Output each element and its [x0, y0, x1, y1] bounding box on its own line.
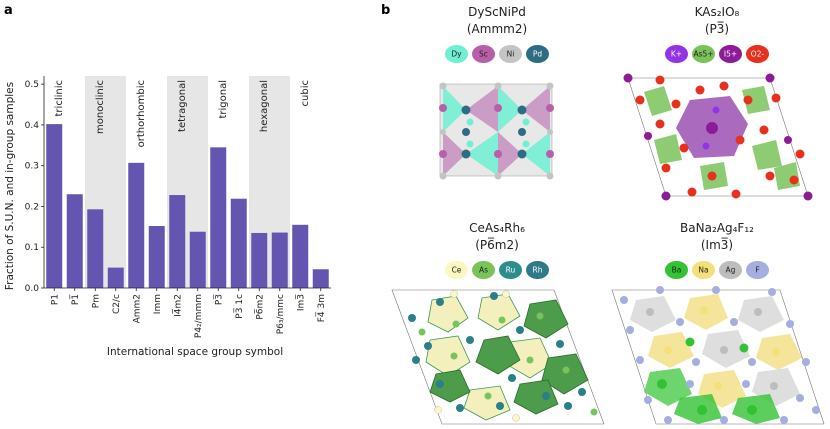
legend-swatch [719, 45, 742, 63]
y-tick-label: 0.2 [25, 202, 39, 212]
x-tick-label: P4₂/mmm [194, 294, 204, 338]
legend-label: Ni [507, 50, 515, 59]
crystal-4-space-group: (Im3̅) [701, 237, 733, 252]
bar-2 [87, 209, 104, 288]
legend-swatch [692, 45, 715, 63]
bar-10 [251, 232, 268, 288]
crystal-system-shades [85, 76, 290, 288]
bars [46, 124, 329, 288]
x-tick-label: P3̅ 1c [233, 294, 245, 319]
crystal-4-formula: BaNa₂Ag₄F₁₂ [680, 221, 754, 235]
crystal-system-label-hexagonal: hexagonal [259, 80, 270, 132]
legend-label: O2- [751, 50, 765, 59]
crystal-2-space-group: (P3̅) [705, 21, 729, 36]
legend-label: Ru [506, 266, 516, 275]
crystal-3-structure [391, 289, 605, 425]
x-tick-label: Imm [153, 294, 163, 314]
panel-b-label: b [381, 3, 390, 18]
legend-swatch [746, 45, 769, 63]
legend-swatch [499, 261, 522, 279]
legend-label: Sc [479, 50, 488, 59]
crystal-1-space-group: (Ammm2) [467, 22, 527, 36]
y-tick-label: 0.5 [25, 80, 39, 90]
legend-label: Pd [533, 50, 543, 59]
bar-3 [107, 267, 124, 288]
crystal-system-label-triclinic: triclinic [54, 80, 65, 116]
legend-label: Ce [452, 266, 462, 275]
x-tick-label: P6₃/mmc [276, 294, 286, 334]
x-axis-title: International space group symbol [107, 346, 283, 358]
bar-11 [271, 232, 288, 288]
legend-label: Ag [726, 266, 736, 275]
bar-7 [189, 231, 206, 288]
legend-swatch [445, 45, 468, 63]
legend-swatch [665, 261, 688, 279]
bar-1 [66, 194, 83, 288]
legend-label: K+ [671, 50, 682, 59]
x-tick-label: F4̅ 3m [315, 294, 327, 322]
bar-8 [210, 147, 227, 288]
bar-13 [312, 269, 329, 288]
legend-swatch [472, 261, 495, 279]
x-tick-label: P1̅ [69, 294, 81, 306]
crystal-system-label-cubic: cubic [300, 80, 311, 106]
bar-4 [128, 162, 145, 288]
y-tick-label: 0.3 [25, 162, 39, 172]
legend-swatch [445, 261, 468, 279]
crystal-legends: Dy Sc Ni Pd K+ As5+ I5+ O2- Ce As Ru Rh Ba Na Ag F [445, 45, 769, 279]
bar-5 [148, 226, 165, 288]
crystal-3-formula: CeAs₄Rh₆ [469, 221, 525, 235]
legend-label: I5+ [724, 50, 737, 59]
crystal-4-structure [611, 286, 825, 425]
x-tick-label: Im3̅ [295, 294, 307, 312]
legend-label: F [755, 266, 759, 275]
y-axis-title: Fraction of S.U.N. and in-group samples [4, 82, 16, 290]
crystal-2-formula: KAs₂IO₈ [695, 5, 740, 19]
crystal-structures: DyScNiPd (Ammm2) KAs₂IO₈ (P3̅) CeAs₄Rh₆ … [391, 5, 825, 425]
x-tick-label: C2/c [112, 294, 122, 314]
crystal-1-formula: DyScNiPd [468, 5, 526, 19]
crystal-system-labels: triclinic monoclinic orthorhombic tetragona… [54, 80, 311, 147]
legend-swatch [692, 261, 715, 279]
y-tick-label: 0.4 [25, 121, 40, 131]
crystal-system-label-trigonal: trigonal [218, 80, 229, 119]
legend-swatch [526, 45, 549, 63]
y-tick-label: 0.1 [25, 243, 39, 253]
legend-label: As [479, 266, 488, 275]
legend-label: Rh [533, 266, 543, 275]
x-tick-label: I4̅m2 [172, 294, 184, 317]
x-tick-label: P6̅m2 [254, 294, 266, 320]
legend-label: Ba [672, 266, 682, 275]
y-axis: 0.0 0.1 0.2 0.3 0.4 0.5 [25, 76, 45, 294]
legend-swatch [499, 45, 522, 63]
legend-label: As5+ [693, 50, 713, 59]
legend-swatch [526, 261, 549, 279]
x-tick-label: P3̅ [213, 294, 225, 306]
legend-label: Na [698, 266, 708, 275]
panel-a-label: a [4, 3, 13, 18]
bar-0 [46, 124, 63, 288]
x-tick-label: Amm2 [132, 294, 142, 323]
y-tick-label: 0.0 [25, 284, 40, 294]
legend-swatch [746, 261, 769, 279]
legend-swatch [472, 45, 495, 63]
crystal-system-label-orthorhombic: orthorhombic [136, 80, 147, 147]
legend-swatch [665, 45, 688, 63]
crystal-system-label-tetragonal: tetragonal [177, 80, 188, 132]
legend-swatch [719, 261, 742, 279]
x-tick-label: P1 [50, 294, 60, 305]
x-axis: P1 P1̅ Pm C2/c Amm2 Imm I4̅m2 P4₂/mmm P3̅ P3̅ 1c P… [44, 287, 331, 338]
crystal-1-structure [439, 82, 554, 180]
crystal-2-structure [623, 73, 813, 201]
bar-chart: triclinic monoclinic orthorhombic tetragona… [4, 76, 331, 358]
bar-9 [230, 198, 247, 288]
bar-12 [292, 224, 309, 288]
x-tick-label: Pm [91, 294, 101, 308]
bar-6 [169, 195, 186, 288]
legend-label: Dy [451, 50, 462, 59]
crystal-3-space-group: (P6̅m2) [475, 237, 519, 252]
crystal-system-label-monoclinic: monoclinic [95, 80, 106, 134]
